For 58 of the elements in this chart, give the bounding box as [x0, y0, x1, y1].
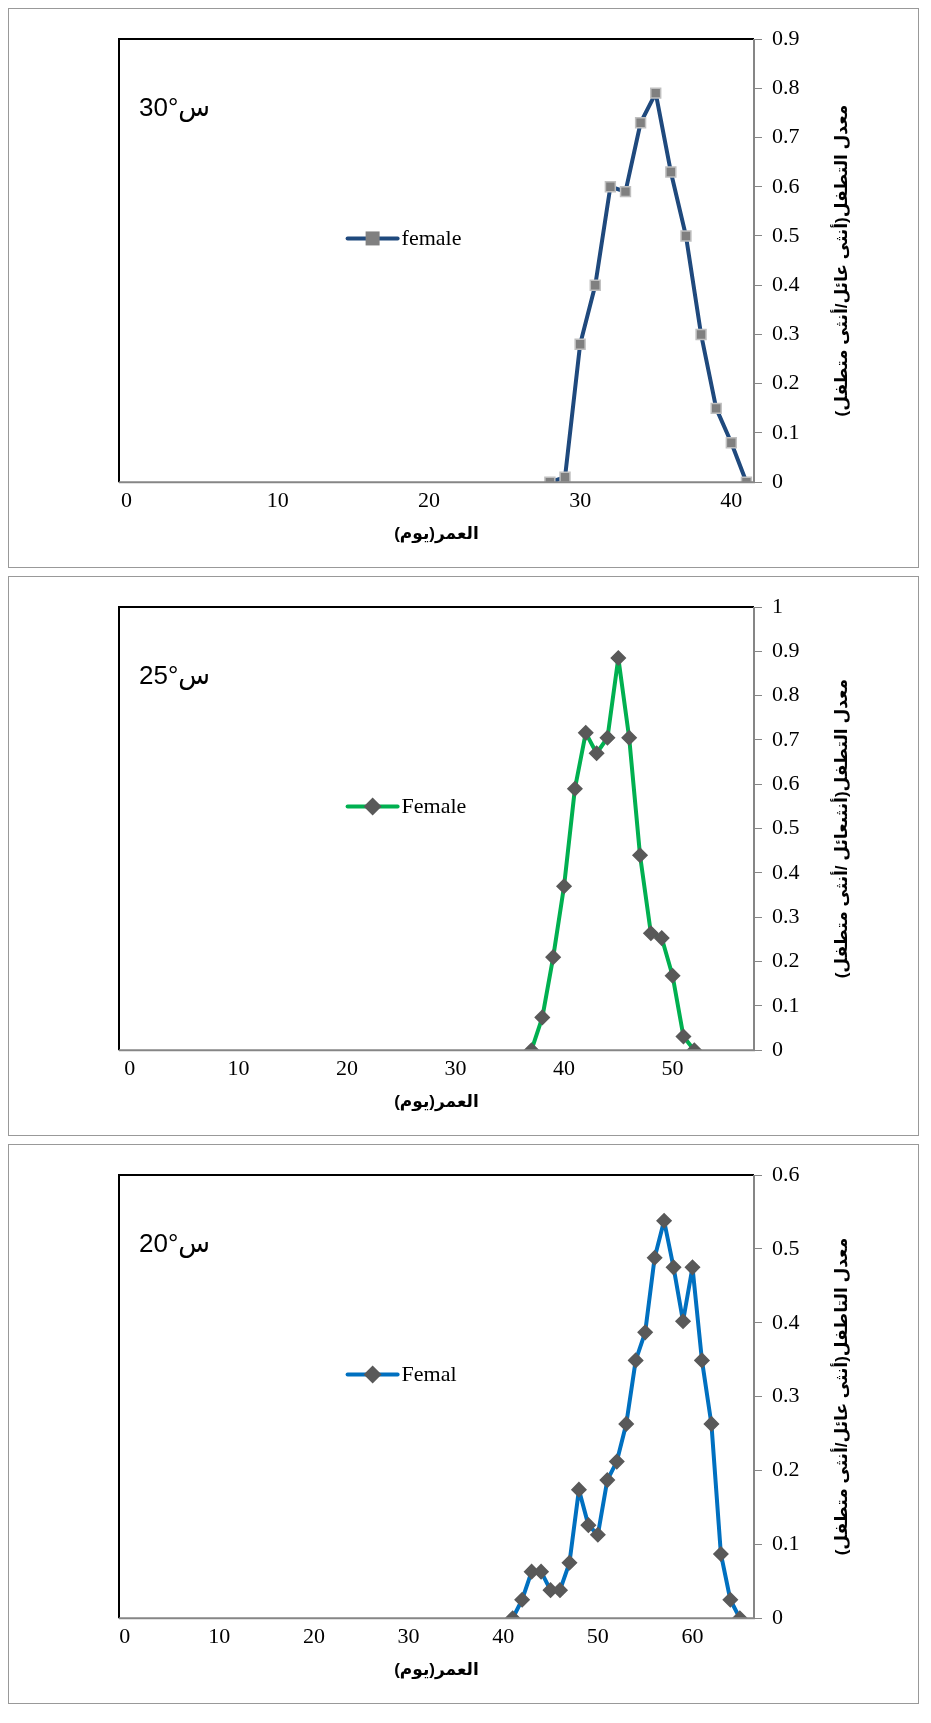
- legend-label: female: [401, 225, 462, 251]
- y-tick-label: 0: [772, 1035, 783, 1061]
- y-tick-label: 0.1: [772, 991, 800, 1017]
- y-tick-label: 0.3: [772, 320, 800, 346]
- y-tick-label: 0.4: [772, 271, 800, 296]
- y-tick-label: 0.7: [772, 725, 800, 751]
- legend-label: Female: [401, 793, 467, 819]
- y-axis-title: معدل التطفل(أنثى عائل/أنثى متطفل): [829, 104, 851, 417]
- y-tick-label: 0.9: [772, 24, 800, 50]
- x-tick-label: 0: [124, 1055, 136, 1081]
- y-tick-label: 0.1: [772, 1530, 800, 1556]
- y-tick-label: 0.6: [772, 172, 800, 198]
- x-tick-label: 40: [720, 487, 743, 513]
- annotation: 20°س: [139, 1228, 211, 1259]
- y-tick-label: 0.3: [772, 1382, 800, 1408]
- y-axis-title: معدل التاطفل(أنثى عائل/أنثى متطفل): [829, 1237, 851, 1556]
- y-tick-label: 0.6: [772, 1160, 800, 1186]
- annotation: 30°س: [139, 92, 211, 123]
- x-tick-label: 10: [227, 1055, 250, 1081]
- x-tick-label: 30: [569, 487, 592, 513]
- y-tick-label: 1: [772, 592, 783, 618]
- y-tick-label: 0: [772, 1603, 783, 1629]
- x-tick-label: 0: [119, 1623, 131, 1649]
- x-axis-title: العمر(يوم): [394, 524, 479, 545]
- y-axis-title: معدل التطفل(أنثىعائل /أنثى متطفل): [829, 678, 851, 979]
- y-tick-label: 0.6: [772, 770, 800, 796]
- y-tick-label: 0.3: [772, 903, 800, 929]
- y-tick-label: 0.5: [772, 814, 800, 840]
- x-tick-label: 30: [397, 1623, 420, 1649]
- x-tick-label: 10: [208, 1623, 231, 1649]
- y-tick-label: 0.4: [772, 858, 800, 884]
- x-tick-label: 20: [302, 1623, 325, 1649]
- x-tick-label: 30: [444, 1055, 467, 1081]
- x-tick-label: 20: [335, 1055, 358, 1081]
- y-tick-label: 0.2: [772, 369, 800, 395]
- x-tick-label: 50: [661, 1055, 684, 1081]
- y-tick-label: 0.2: [772, 1456, 800, 1482]
- y-tick-label: 0.8: [772, 74, 800, 100]
- x-tick-label: 60: [681, 1623, 704, 1649]
- y-tick-label: 0.4: [772, 1308, 800, 1334]
- x-tick-label: 0: [121, 487, 133, 513]
- y-tick-label: 0.9: [772, 637, 800, 663]
- x-axis-title: العمر(يوم): [394, 1092, 479, 1113]
- x-tick-label: 20: [417, 487, 440, 513]
- legend-label: Femal: [401, 1361, 457, 1387]
- y-tick-label: 0: [772, 467, 783, 493]
- x-axis-title: العمر(يوم): [394, 1660, 479, 1681]
- y-tick-label: 0.7: [772, 123, 800, 149]
- y-tick-label: 0.8: [772, 681, 800, 707]
- x-tick-label: 10: [266, 487, 289, 513]
- y-tick-label: 0.2: [772, 947, 800, 973]
- y-tick-label: 0.5: [772, 1234, 800, 1260]
- x-tick-label: 40: [553, 1055, 576, 1081]
- x-tick-label: 50: [586, 1623, 609, 1649]
- y-tick-label: 0.1: [772, 418, 800, 444]
- x-tick-label: 40: [492, 1623, 515, 1649]
- y-tick-label: 0.5: [772, 221, 800, 247]
- annotation: 25°س: [139, 660, 211, 691]
